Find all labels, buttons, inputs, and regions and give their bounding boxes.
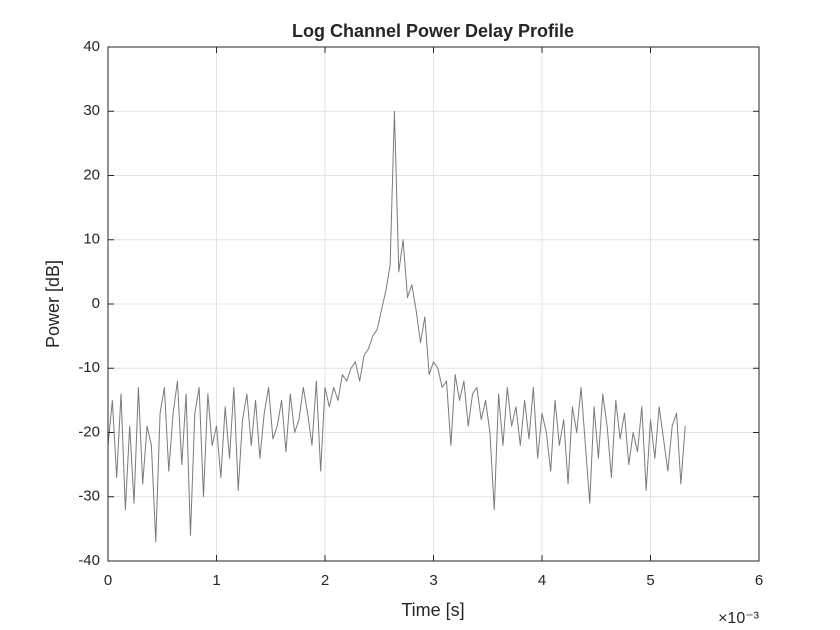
y-tick-label: -30 — [78, 488, 100, 505]
y-tick-label: 30 — [83, 102, 100, 119]
y-tick-label: 10 — [83, 231, 100, 248]
x-tick-label: 4 — [538, 572, 546, 589]
data-line — [107, 110, 686, 543]
y-tick-label: 40 — [83, 38, 100, 55]
y-tick-label: -40 — [78, 552, 100, 569]
x-tick-label: 1 — [212, 572, 220, 589]
y-tick-label: 0 — [92, 295, 100, 312]
x-tick-label: 5 — [646, 572, 654, 589]
chart-title: Log Channel Power Delay Profile — [292, 21, 574, 41]
y-tick-label: 20 — [83, 166, 100, 183]
ticks: -40 -30 -20 -10 0 10 20 30 40 0 1 2 3 4 5 6 — [78, 38, 763, 589]
marks — [107, 110, 686, 543]
x-tick-label: 0 — [104, 572, 112, 589]
x-tick-label: 6 — [755, 572, 763, 589]
y-axis-label: Power [dB] — [43, 260, 63, 348]
x-tick-label: 2 — [321, 572, 329, 589]
x-exponent-label: ×10⁻³ — [718, 610, 760, 627]
x-axis-label: Time [s] — [401, 600, 464, 620]
x-tick-label: 3 — [429, 572, 437, 589]
y-tick-label: -10 — [78, 359, 100, 376]
y-tick-label: -20 — [78, 423, 100, 440]
